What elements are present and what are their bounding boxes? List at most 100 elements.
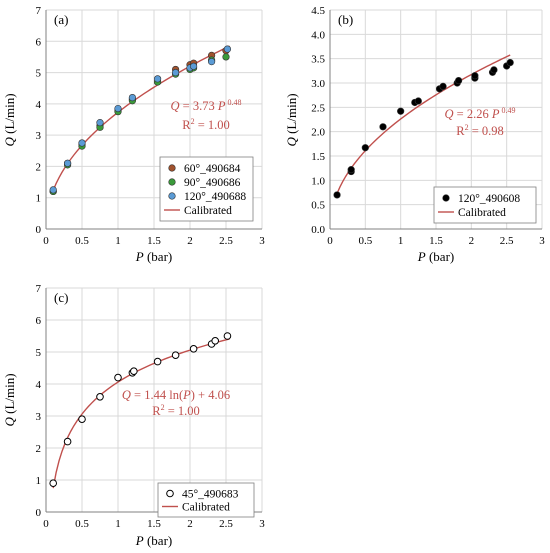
panel-2: 0 0.5 1 1.5 2 2.5 3 0.0 0.5 1.0 1.5 2.0 2.5 3.0 3.5 4.0… (284, 5, 545, 264)
legend-label: 45°_490683 (182, 489, 239, 501)
x-tick-label: 1 (115, 518, 121, 530)
equation-exponent: 0.48 (225, 98, 241, 107)
legend-box (433, 186, 537, 224)
data-point (347, 166, 355, 174)
data-point (222, 53, 230, 61)
equation-coef: = 3.73 (180, 99, 218, 113)
x-tick-label: 0.5 (358, 235, 372, 247)
data-point (490, 66, 498, 74)
y-tick-label: 4.0 (311, 29, 325, 41)
data-point (171, 351, 180, 360)
y-tick-label: 6 (36, 315, 42, 327)
data-point (190, 62, 198, 70)
data-point (114, 373, 122, 382)
equation-p: P (182, 388, 191, 402)
data-point (96, 119, 104, 127)
y-tick-label: 0.0 (311, 224, 325, 236)
y-tick-label: 0 (36, 507, 42, 519)
legend-label: Calibrated (182, 502, 230, 514)
x-tick-label: 2.5 (219, 518, 233, 530)
x-tick-label: 2.5 (500, 235, 514, 247)
legend-label: Calibrated (184, 205, 232, 217)
r-squared: R2 = 1.00 (152, 403, 200, 418)
legend-label: 60°_490684 (184, 163, 241, 175)
r-squared: R2 = 0.98 (456, 123, 504, 138)
data-point (361, 144, 369, 152)
data-point (153, 357, 162, 366)
y-tick-label: 6 (36, 36, 42, 48)
y-tick-label: 3 (36, 411, 42, 423)
x-tick-label: 2 (469, 235, 475, 247)
data-point (471, 72, 479, 80)
equation-q: Q (445, 107, 454, 121)
legend-marker (168, 164, 176, 172)
data-point (130, 367, 138, 376)
x-tick-label: 3 (259, 235, 265, 247)
r2-symbol: R (456, 124, 465, 138)
r2-symbol: R (152, 404, 161, 418)
y-tick-label: 2 (36, 443, 42, 455)
y-axis-label: Q (L/min) (2, 373, 17, 426)
equation-tail: ) + 4.06 (191, 388, 230, 402)
x-tick-label: 3 (539, 235, 545, 247)
data-point (506, 58, 514, 67)
r2-superscript: 2 (161, 403, 165, 412)
panel-label: (a) (54, 12, 68, 27)
y-tick-label: 3 (36, 130, 42, 142)
x-tick-label: 0 (43, 518, 49, 530)
x-tick-label: 1.5 (429, 235, 443, 247)
data-point (114, 104, 122, 113)
equation-coef: = 2.26 (454, 107, 492, 121)
y-tick-label: 5 (36, 68, 42, 80)
legend-marker (166, 489, 174, 498)
r-squared: R2 = 1.00 (182, 117, 230, 132)
x-axis-label: P (bar) (135, 249, 172, 264)
data-point (208, 58, 216, 66)
y-tick-label: 2.0 (311, 127, 325, 139)
x-axis-variable: P (135, 249, 144, 264)
y-tick-label: 3.0 (311, 78, 325, 90)
x-tick-label: 2 (187, 235, 193, 247)
equation-exponent: 0.49 (499, 106, 515, 115)
equation-q: Q (171, 99, 180, 113)
y-tick-label: 1 (36, 475, 42, 487)
panel-3: 0 0.5 1 1.5 2 2.5 3 0 1 2 3 4 5 6 7 P (bar) Q (L/min) (c)… (2, 283, 265, 548)
y-axis-unit: (L/min) (2, 93, 17, 137)
x-tick-label: 1.5 (147, 235, 161, 247)
data-point (397, 107, 405, 115)
y-axis-variable: Q (2, 417, 17, 427)
legend-label: 120°_490688 (184, 191, 246, 203)
data-point (154, 75, 162, 83)
legend-marker (168, 178, 176, 186)
panel-1: 0 0.5 1 1.5 2 2.5 3 0 1 2 3 4 5 6 7 P (bar) Q (L/min) (a)… (2, 5, 265, 264)
y-axis-unit: (L/min) (284, 93, 299, 137)
legend-label: 120°_490608 (458, 193, 520, 205)
data-point (333, 191, 341, 199)
y-tick-label: 2 (36, 161, 42, 173)
panel-label: (c) (54, 290, 68, 305)
data-point (414, 97, 422, 105)
legend-box (157, 482, 255, 518)
y-tick-label: 1.0 (311, 175, 325, 187)
x-tick-label: 2.5 (219, 235, 233, 247)
y-tick-label: 1.5 (311, 151, 325, 163)
data-point (439, 82, 447, 91)
x-tick-label: 0.5 (75, 235, 89, 247)
equation-q: Q (122, 388, 131, 402)
y-tick-label: 3.5 (311, 54, 325, 66)
r2-value: = 0.98 (469, 124, 504, 138)
legend-marker (168, 192, 176, 200)
data-point (172, 68, 180, 77)
data-point (379, 123, 387, 131)
y-axis-variable: Q (284, 137, 299, 147)
data-point (211, 337, 219, 345)
data-point (63, 437, 72, 446)
x-axis-label: P (bar) (135, 533, 172, 548)
data-point (78, 415, 86, 424)
data-point (455, 76, 463, 85)
data-point (49, 186, 57, 194)
data-point (189, 345, 198, 353)
r2-superscript: 2 (465, 123, 469, 132)
panel-label: (b) (338, 12, 353, 27)
